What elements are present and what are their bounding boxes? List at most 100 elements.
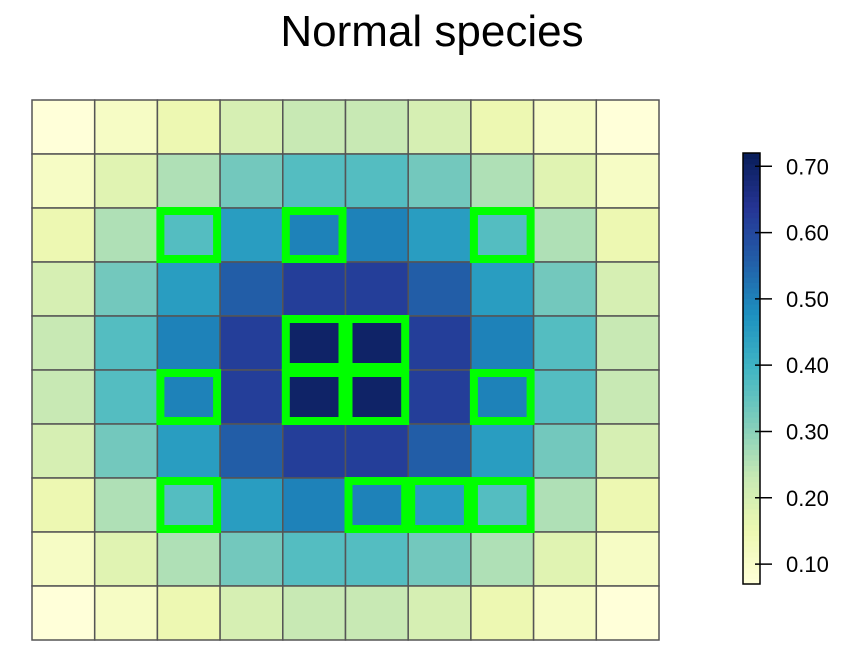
colorbar-segment bbox=[743, 206, 760, 213]
colorbar-segment bbox=[743, 530, 760, 537]
heatmap-cell bbox=[282, 153, 347, 209]
colorbar-segment bbox=[743, 438, 760, 445]
colorbar-segment bbox=[743, 282, 760, 289]
heatmap-cell bbox=[156, 99, 221, 155]
heatmap-cell bbox=[532, 315, 598, 371]
heatmap-cell bbox=[282, 423, 347, 479]
heatmap-cell bbox=[595, 207, 660, 263]
heatmap-cell bbox=[156, 207, 221, 263]
heatmap-cell bbox=[31, 423, 96, 479]
heatmap-cell bbox=[156, 261, 221, 317]
heatmap-cell bbox=[282, 315, 347, 371]
colorbar-segment bbox=[743, 276, 760, 283]
heatmap-cell bbox=[407, 423, 472, 479]
heatmap-cell bbox=[219, 369, 284, 425]
colorbar-segment bbox=[743, 352, 760, 359]
colorbar-segment bbox=[743, 163, 760, 170]
heatmap-cells bbox=[31, 99, 660, 641]
colorbar-segment bbox=[743, 293, 760, 300]
heatmap-cell bbox=[156, 369, 221, 425]
heatmap-cell bbox=[219, 315, 284, 371]
colorbar-segment bbox=[743, 546, 760, 553]
heatmap-cell bbox=[282, 477, 347, 533]
heatmap-cell bbox=[344, 531, 409, 587]
heatmap-cell bbox=[532, 369, 598, 425]
heatmap-cell bbox=[282, 369, 347, 425]
heatmap-cell bbox=[31, 315, 96, 371]
heatmap-cell bbox=[219, 531, 284, 587]
heatmap-cell bbox=[470, 423, 535, 479]
colorbar-segment bbox=[743, 384, 760, 391]
heatmap-cell bbox=[31, 369, 96, 425]
heatmap-cell bbox=[532, 423, 598, 479]
colorbar-segment bbox=[743, 266, 760, 273]
colorbar-segment bbox=[743, 567, 760, 574]
colorbar-segment bbox=[743, 497, 760, 504]
colorbar-segment bbox=[743, 508, 760, 515]
heatmap-cell bbox=[219, 423, 284, 479]
highlight-box bbox=[344, 477, 410, 533]
heatmap-cell bbox=[595, 585, 660, 641]
heatmap-cell bbox=[344, 315, 409, 371]
colorbar-segment bbox=[743, 190, 760, 197]
colorbar-segment bbox=[743, 406, 760, 413]
colorbar-segment bbox=[743, 503, 760, 510]
colorbar-segment bbox=[743, 174, 760, 181]
colorbar-segment bbox=[743, 487, 760, 494]
heatmap-cell bbox=[93, 477, 159, 533]
heatmap-cell bbox=[532, 531, 598, 587]
heatmap-cell bbox=[532, 207, 598, 263]
colorbar-segment bbox=[743, 492, 760, 499]
heatmap-cell bbox=[532, 477, 598, 533]
colorbar-segment bbox=[743, 551, 760, 558]
highlight-box bbox=[344, 369, 410, 425]
colorbar-tick-label: 0.70 bbox=[786, 154, 829, 179]
colorbar-segment bbox=[743, 169, 760, 176]
heatmap-cell bbox=[31, 585, 96, 641]
colorbar-segment bbox=[743, 411, 760, 418]
heatmap-cell bbox=[31, 207, 96, 263]
highlight-box bbox=[407, 477, 472, 533]
colorbar-segment bbox=[743, 314, 760, 321]
colorbar-segment bbox=[743, 422, 760, 429]
heatmap-cell bbox=[282, 585, 347, 641]
colorbar-tick-label: 0.40 bbox=[786, 353, 829, 378]
colorbar-segment bbox=[743, 244, 760, 251]
colorbar-segment bbox=[743, 443, 760, 450]
colorbar-segment bbox=[743, 249, 760, 256]
colorbar-segment bbox=[743, 470, 760, 477]
colorbar-segment bbox=[743, 330, 760, 337]
chart-title: Normal species bbox=[280, 7, 583, 56]
colorbar-segment bbox=[743, 260, 760, 267]
heatmap-cell bbox=[595, 531, 660, 587]
heatmap-cell bbox=[282, 531, 347, 587]
colorbar-segment bbox=[743, 320, 760, 326]
colorbar-segment bbox=[743, 309, 760, 316]
heatmap-cell bbox=[595, 369, 660, 425]
colorbar-segment bbox=[743, 346, 760, 353]
colorbar-segment bbox=[743, 535, 760, 542]
colorbar-segment bbox=[743, 357, 760, 364]
heatmap-cell bbox=[93, 423, 159, 479]
heatmap-cell bbox=[93, 207, 159, 263]
heatmap-cell bbox=[407, 531, 472, 587]
colorbar-segment bbox=[743, 454, 760, 461]
heatmap-cell bbox=[532, 261, 598, 317]
heatmap-cell bbox=[407, 369, 472, 425]
heatmap-cell bbox=[93, 99, 159, 155]
highlight-box bbox=[469, 369, 535, 425]
heatmap-cell bbox=[219, 99, 284, 155]
heatmap-cell bbox=[407, 477, 472, 533]
colorbar-segment bbox=[743, 239, 760, 246]
colorbar-segment bbox=[743, 540, 760, 547]
heatmap-cell bbox=[595, 423, 660, 479]
colorbar-tick-label: 0.30 bbox=[786, 419, 829, 444]
heatmap-cell bbox=[532, 585, 598, 641]
heatmap-cell bbox=[93, 369, 159, 425]
heatmap-cell bbox=[344, 423, 409, 479]
highlight-box bbox=[281, 315, 347, 371]
colorbar-segment bbox=[743, 255, 760, 262]
heatmap-cell bbox=[595, 153, 660, 209]
heatmap-cell bbox=[344, 585, 409, 641]
